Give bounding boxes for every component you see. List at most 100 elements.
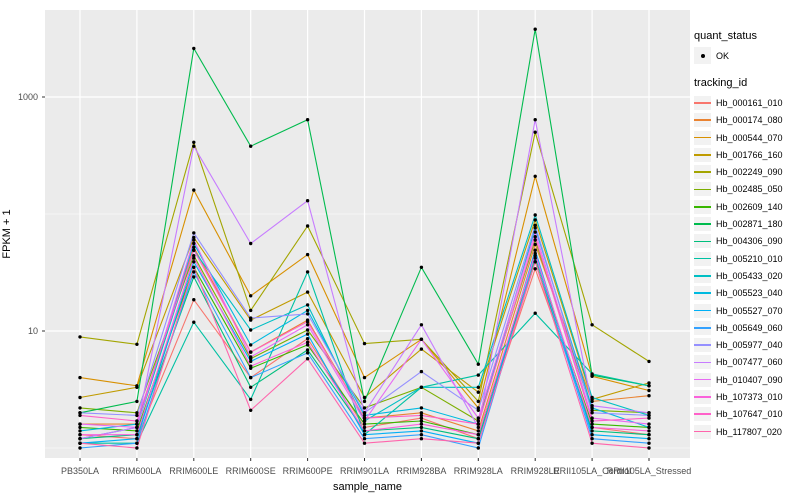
legend-label: Hb_010407_090 [716, 374, 783, 385]
series-line-icon [694, 430, 711, 433]
legend-label: Hb_107647_010 [716, 409, 783, 420]
data-point [249, 316, 253, 320]
data-point [362, 375, 367, 380]
data-point [135, 385, 139, 389]
data-point [249, 241, 253, 246]
legend-item: Hb_005433_020 [694, 267, 798, 284]
legend: quant_status OK tracking_id Hb_000161_01… [694, 30, 798, 440]
legend-item: Hb_005523_040 [694, 285, 798, 302]
data-point [135, 429, 139, 433]
data-point [249, 144, 253, 148]
data-point [362, 416, 367, 420]
data-point [590, 437, 594, 441]
data-point [305, 340, 310, 344]
data-point [192, 320, 196, 324]
legend-key [694, 268, 711, 283]
series-line-icon [694, 154, 711, 156]
legend-label: Hb_002485_050 [716, 184, 783, 195]
legend-label: Hb_005527_070 [716, 305, 783, 316]
data-point [419, 416, 424, 420]
legend-label-ok: OK [716, 50, 730, 61]
data-point [135, 425, 139, 430]
legend-label: Hb_005523_040 [716, 288, 783, 299]
data-point [305, 270, 310, 274]
data-point [135, 433, 139, 437]
data-point [590, 441, 594, 445]
data-point [419, 347, 424, 351]
data-point [476, 441, 480, 445]
data-point [135, 399, 139, 404]
y-axis-title: FPKM + 1 [1, 209, 13, 259]
data-point [533, 235, 537, 239]
data-point [135, 419, 139, 423]
data-point [192, 260, 196, 264]
data-point [362, 399, 367, 404]
data-point [476, 399, 480, 404]
data-point [419, 369, 424, 374]
data-point [647, 381, 651, 385]
data-point [533, 213, 537, 217]
legend-item: Hb_002609_140 [694, 198, 798, 215]
data-point [476, 446, 480, 450]
x-tick-label: RRIM600LA [112, 466, 162, 476]
data-point [78, 437, 82, 441]
series-line-icon [694, 205, 711, 208]
legend-item: Hb_000544_070 [694, 129, 798, 146]
data-point [590, 323, 594, 327]
legend-item: Hb_005649_060 [694, 319, 798, 336]
legend-item: Hb_004306_090 [694, 233, 798, 250]
data-point [590, 372, 594, 376]
legend-label: Hb_007477_060 [716, 357, 783, 368]
legend-key [694, 234, 711, 249]
data-point [533, 230, 537, 234]
data-point [590, 425, 594, 430]
legend-key [694, 286, 711, 301]
x-tick-label: RRIM600SE [225, 466, 276, 476]
data-point [249, 364, 253, 368]
legend-key [694, 217, 711, 232]
x-tick-label: RRII105LA_Stressed [606, 466, 692, 476]
legend-key [694, 113, 711, 128]
data-point [476, 433, 480, 437]
data-point [647, 416, 651, 420]
data-point [647, 437, 651, 441]
data-point [305, 328, 310, 332]
data-point [135, 413, 139, 418]
series-line-icon [694, 275, 711, 277]
legend-label: Hb_004306_090 [716, 236, 783, 247]
data-point [249, 355, 253, 359]
series-line-icon [694, 223, 711, 225]
data-point [305, 320, 310, 324]
data-point [78, 429, 82, 433]
legend-label: Hb_000161_010 [716, 97, 783, 108]
data-point [135, 422, 139, 426]
y-tick-label-1000: 1000 [17, 92, 38, 102]
data-point [192, 46, 196, 51]
data-point [647, 429, 651, 433]
series-line-icon [694, 257, 711, 260]
series-line-icon [694, 119, 711, 122]
legend-item: Hb_002871_180 [694, 215, 798, 232]
data-point [305, 303, 310, 307]
data-point [192, 265, 196, 269]
data-point [78, 446, 82, 450]
data-point [419, 425, 424, 430]
data-point [249, 343, 253, 347]
data-point [305, 199, 310, 203]
data-point [590, 429, 594, 433]
x-tick-label: RRII105LA_Control [553, 466, 632, 476]
data-point [249, 397, 253, 402]
data-point [305, 312, 310, 316]
data-point [192, 241, 196, 246]
series-line-icon [694, 396, 711, 398]
data-point [249, 294, 253, 298]
legend-item: Hb_005527_070 [694, 302, 798, 319]
data-point [647, 384, 651, 388]
data-point [419, 406, 424, 410]
data-point [305, 252, 310, 257]
data-point [305, 308, 310, 313]
data-point [78, 335, 82, 339]
legend-label: Hb_002609_140 [716, 201, 783, 212]
data-point [590, 395, 594, 400]
